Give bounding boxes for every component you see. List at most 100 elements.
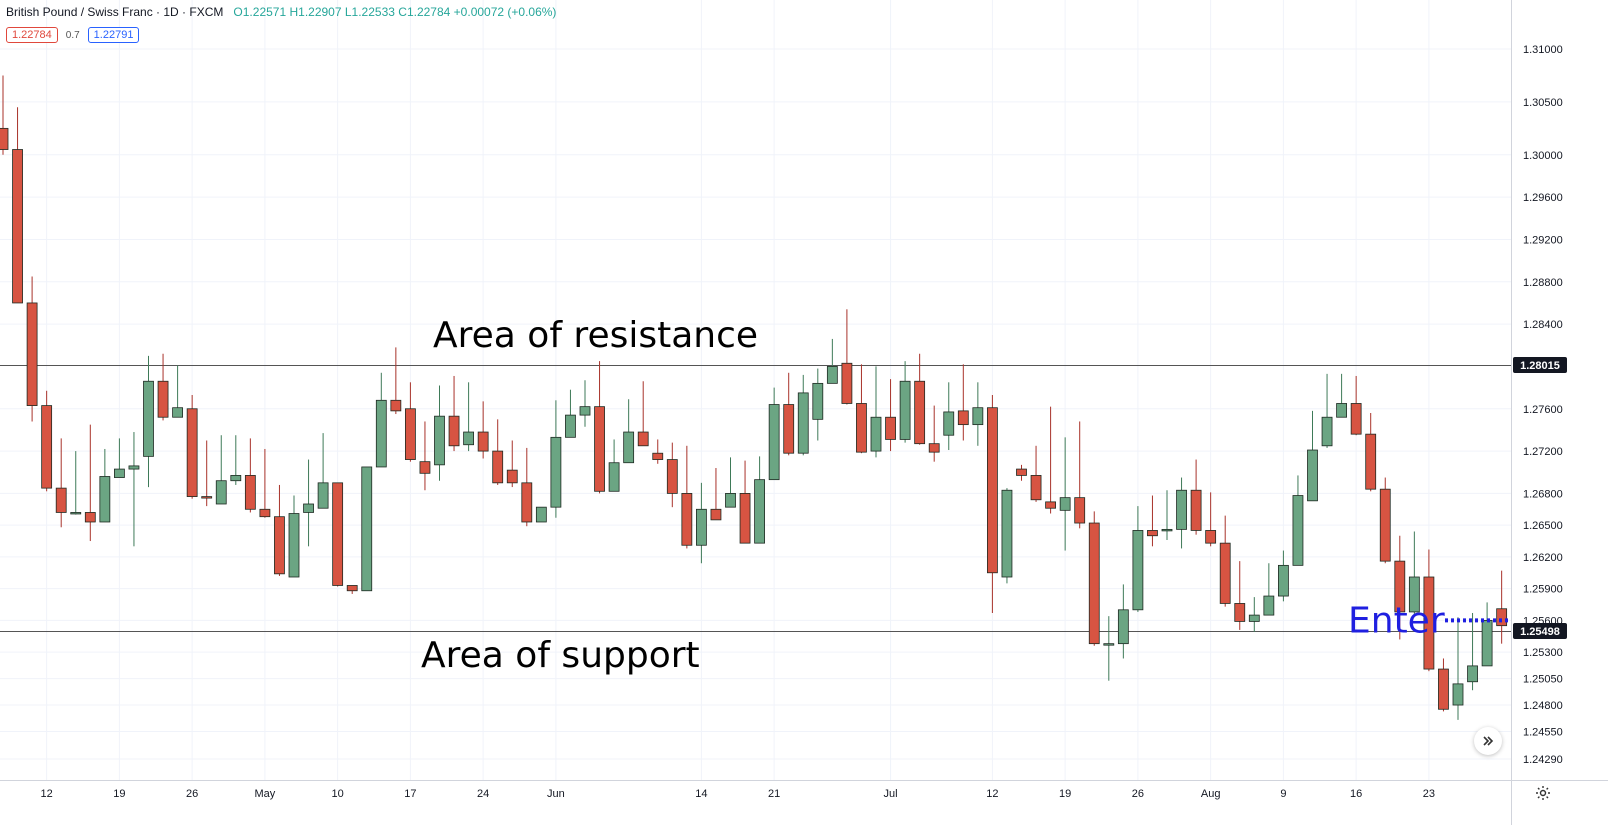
candle [1467,612,1478,691]
candle [230,435,242,485]
candle-body [419,461,431,474]
candle [725,457,736,508]
candle-body [1394,560,1406,613]
candle [1248,597,1260,633]
candle [1263,563,1275,616]
candle-body [870,416,882,452]
candle-body [826,366,838,384]
candle-body [957,410,969,426]
candle [521,447,533,527]
price-tick-label: 1.25300 [1523,647,1563,659]
symbol-title[interactable]: British Pound / Swiss Franc · 1D · FXCM [6,5,224,19]
candle-body [463,431,475,446]
price-tick-label: 1.31000 [1523,44,1563,56]
candle-body [332,482,344,586]
high-value: H1.22907 [289,5,342,19]
candle-body [143,380,154,457]
candle-body [1001,489,1013,578]
quote-panel: 1.22784 0.7 1.22791 [6,27,140,43]
candle [390,347,402,415]
candle [70,451,82,515]
price-tick-label: 1.30000 [1523,150,1563,162]
candle [303,459,314,547]
candle-body [1365,433,1377,490]
candle [1336,373,1347,418]
resistance-annotation[interactable]: Area of resistance [433,315,758,356]
candle [99,448,111,523]
candle-body [856,403,867,453]
candle [1423,549,1435,672]
enter-annotation[interactable]: Enter [1348,600,1445,641]
candle [972,382,984,446]
buy-button[interactable]: 1.22791 [87,27,140,43]
candle [681,445,693,549]
candle [987,395,998,613]
candle-body [535,506,547,523]
candle-body [1088,522,1100,645]
candle-body [914,380,926,445]
candle [1176,477,1187,549]
candle-body [594,406,605,492]
candle [143,355,154,488]
candle-body [1423,576,1435,670]
candle-body [1292,495,1304,566]
sell-button[interactable]: 1.22784 [6,27,58,43]
candle-body [230,475,242,482]
level-price-badge [1513,357,1567,373]
price-tick-label: 1.26500 [1523,520,1563,532]
candle-body [1452,683,1464,706]
candle-body [928,443,940,453]
time-tick-label: 26 [186,788,198,800]
candle-body [1467,665,1478,683]
price-tick-label: 1.28400 [1523,319,1563,331]
candle-body [754,479,765,544]
chart-settings-button[interactable] [1533,783,1553,803]
candle [1147,495,1158,547]
candle-body [303,503,314,513]
candle [1452,617,1464,720]
candle-body [1438,668,1449,710]
candle [404,382,416,462]
candle-body [186,408,198,497]
support-annotation[interactable]: Area of support [421,635,700,676]
time-tick-label: 17 [404,788,416,800]
candle [506,440,518,488]
candle-body [681,493,693,546]
candle-body [1496,608,1508,627]
time-tick-label: May [255,788,276,800]
candle [710,468,722,521]
candle [1219,515,1231,607]
candle-body [41,405,53,489]
candle-body [1219,542,1231,604]
time-tick-label: 9 [1280,788,1286,800]
candle [666,442,678,508]
candle [1307,410,1318,502]
candle [1438,658,1449,712]
chart-header: British Pound / Swiss Franc · 1D · FXCM … [6,5,556,19]
candle-body [434,415,445,466]
price-tick-label: 1.27600 [1523,404,1563,416]
time-tick-label: 19 [1059,788,1071,800]
candle [957,364,969,441]
time-axis: 12 19 26 May 10 17 24 Jun 14 21 Jul 12 19 26 Aug 9 16 23 [41,788,1436,800]
candle-body [1045,501,1056,509]
level-price-label: 1.28015 [1513,357,1567,373]
candle-body [12,149,23,304]
candle [492,419,504,485]
price-tick-label: 1.25050 [1523,674,1563,686]
time-tick-label: 21 [768,788,780,800]
candle [1408,531,1420,616]
candle-body [783,404,795,454]
candle-body [26,302,38,406]
candle-body [812,382,824,420]
scroll-to-realtime-button[interactable] [1474,727,1502,755]
candle [739,460,751,544]
candle-body [172,407,184,418]
candle [565,389,576,438]
candle [1088,511,1100,646]
price-tick-label: 1.27200 [1523,446,1563,458]
candle [1496,570,1508,644]
spread-value: 0.7 [65,29,80,41]
time-tick-label: 12 [41,788,53,800]
